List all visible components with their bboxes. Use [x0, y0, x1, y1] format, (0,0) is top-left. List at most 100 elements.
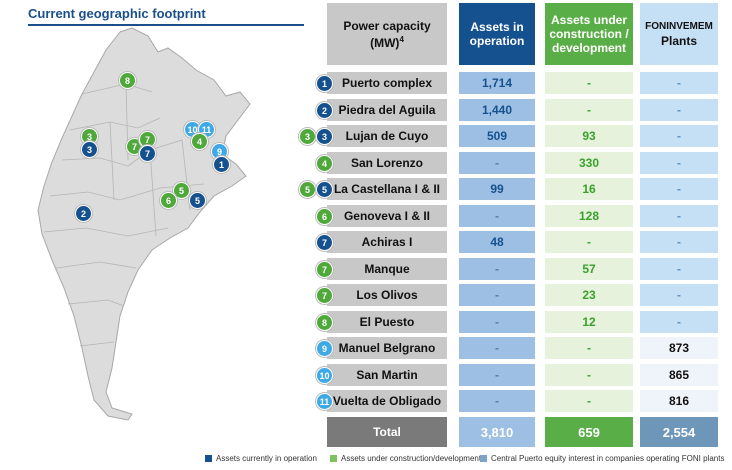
argentina-map: [37, 27, 251, 421]
foni-cell: -: [640, 178, 718, 200]
plant-badge-3: 3: [316, 128, 333, 145]
map-marker-8: 8: [119, 72, 136, 89]
plant-badge-1: 1: [316, 75, 333, 92]
legend-label: Assets under construction/development: [341, 454, 482, 463]
legend-swatch: [330, 455, 337, 462]
foni-cell: 865: [640, 364, 718, 386]
construction-cell: 128: [545, 205, 633, 227]
plant-name-cell: Puerto complex: [327, 72, 447, 94]
plant-badge-8: 8: [316, 314, 333, 331]
plant-badge-6: 6: [316, 208, 333, 225]
operation-cell: -: [459, 152, 535, 174]
foni-cell: -: [640, 311, 718, 333]
foni-cell: -: [640, 152, 718, 174]
operation-cell: 99: [459, 178, 535, 200]
legend-item: Central Puerto equity interest in compan…: [480, 454, 724, 463]
plant-badge-5: 5: [299, 181, 316, 198]
footnote-marker: 4: [399, 34, 404, 44]
operation-cell: -: [459, 205, 535, 227]
construction-cell: -: [545, 390, 633, 412]
total-operation: 3,810: [459, 417, 535, 447]
plant-name-cell: El Puesto: [327, 311, 447, 333]
legend-label: Assets currently in operation: [216, 454, 317, 463]
construction-cell: 23: [545, 284, 633, 306]
legend-swatch: [205, 455, 212, 462]
total-construction: 659: [545, 417, 633, 447]
legend-item: Assets currently in operation: [205, 454, 317, 463]
legend-swatch: [480, 455, 487, 462]
header-foninvemem-label: FONINVEMEM: [645, 21, 713, 32]
header-plants-label: Plants: [660, 34, 697, 48]
operation-cell: -: [459, 364, 535, 386]
map-marker-4: 4: [191, 133, 208, 150]
construction-cell: -: [545, 364, 633, 386]
foni-cell: -: [640, 72, 718, 94]
foni-cell: -: [640, 231, 718, 253]
legend-item: Assets under construction/development: [330, 454, 481, 463]
plant-badge-2: 2: [316, 102, 333, 119]
plant-name-cell: Achiras I: [327, 231, 447, 253]
total-label: Total: [327, 417, 447, 447]
plant-name-cell: San Martin: [327, 364, 447, 386]
header-power-capacity-label: Power capacity (MW)4: [343, 18, 431, 50]
operation-cell: -: [459, 311, 535, 333]
operation-cell: 1,714: [459, 72, 535, 94]
plant-name-cell: La Castellana I & II: [327, 178, 447, 200]
foni-cell: 873: [640, 337, 718, 359]
operation-cell: -: [459, 390, 535, 412]
map-marker-6: 6: [160, 192, 177, 209]
construction-cell: 93: [545, 125, 633, 147]
map-title: Current geographic footprint: [28, 6, 206, 21]
plant-badge-4: 4: [316, 155, 333, 172]
construction-cell: -: [545, 231, 633, 253]
total-foni: 2,554: [640, 417, 718, 447]
foni-cell: -: [640, 125, 718, 147]
map-marker-5: 5: [173, 182, 190, 199]
legend-label: Central Puerto equity interest in compan…: [491, 454, 725, 463]
plant-name-cell: Los Olivos: [327, 284, 447, 306]
foni-cell: -: [640, 258, 718, 280]
plant-badge-5: 5: [316, 181, 333, 198]
foni-cell: 816: [640, 390, 718, 412]
plant-badge-3: 3: [299, 128, 316, 145]
plant-name-cell: Vuelta de Obligado: [327, 390, 447, 412]
plant-badge-9: 9: [316, 340, 333, 357]
plant-name-cell: Lujan de Cuyo: [327, 125, 447, 147]
map-marker-2: 2: [75, 205, 92, 222]
plant-name-cell: San Lorenzo: [327, 152, 447, 174]
operation-cell: 48: [459, 231, 535, 253]
header-power-capacity: Power capacity (MW)4: [327, 3, 447, 65]
construction-cell: 12: [545, 311, 633, 333]
plant-name-cell: Piedra del Aguila: [327, 99, 447, 121]
argentina-outline: [37, 27, 251, 421]
foni-cell: -: [640, 99, 718, 121]
operation-cell: -: [459, 337, 535, 359]
plant-name-cell: Manuel Belgrano: [327, 337, 447, 359]
title-underline: [28, 24, 304, 26]
header-assets-in-operation: Assets in operation: [459, 3, 535, 65]
foni-cell: -: [640, 284, 718, 306]
construction-cell: -: [545, 72, 633, 94]
plant-badge-11: 11: [316, 393, 333, 410]
map-marker-5: 5: [189, 192, 206, 209]
operation-cell: -: [459, 284, 535, 306]
map-marker-1: 1: [213, 156, 230, 173]
operation-cell: 509: [459, 125, 535, 147]
construction-cell: -: [545, 337, 633, 359]
foni-cell: -: [640, 205, 718, 227]
construction-cell: 330: [545, 152, 633, 174]
map-marker-7: 7: [139, 145, 156, 162]
plant-name-cell: Genoveva I & II: [327, 205, 447, 227]
map-marker-3: 3: [81, 141, 98, 158]
map-marker-7: 7: [139, 131, 156, 148]
construction-cell: -: [545, 99, 633, 121]
plant-badge-7: 7: [316, 261, 333, 278]
plant-badge-10: 10: [316, 367, 333, 384]
plant-badge-7: 7: [316, 234, 333, 251]
plant-badge-7: 7: [316, 287, 333, 304]
construction-cell: 57: [545, 258, 633, 280]
operation-cell: -: [459, 258, 535, 280]
header-assets-under-construction: Assets under construction / development: [545, 3, 633, 65]
construction-cell: 16: [545, 178, 633, 200]
header-foninvemem-plants: FONINVEMEM Plants: [640, 3, 718, 65]
